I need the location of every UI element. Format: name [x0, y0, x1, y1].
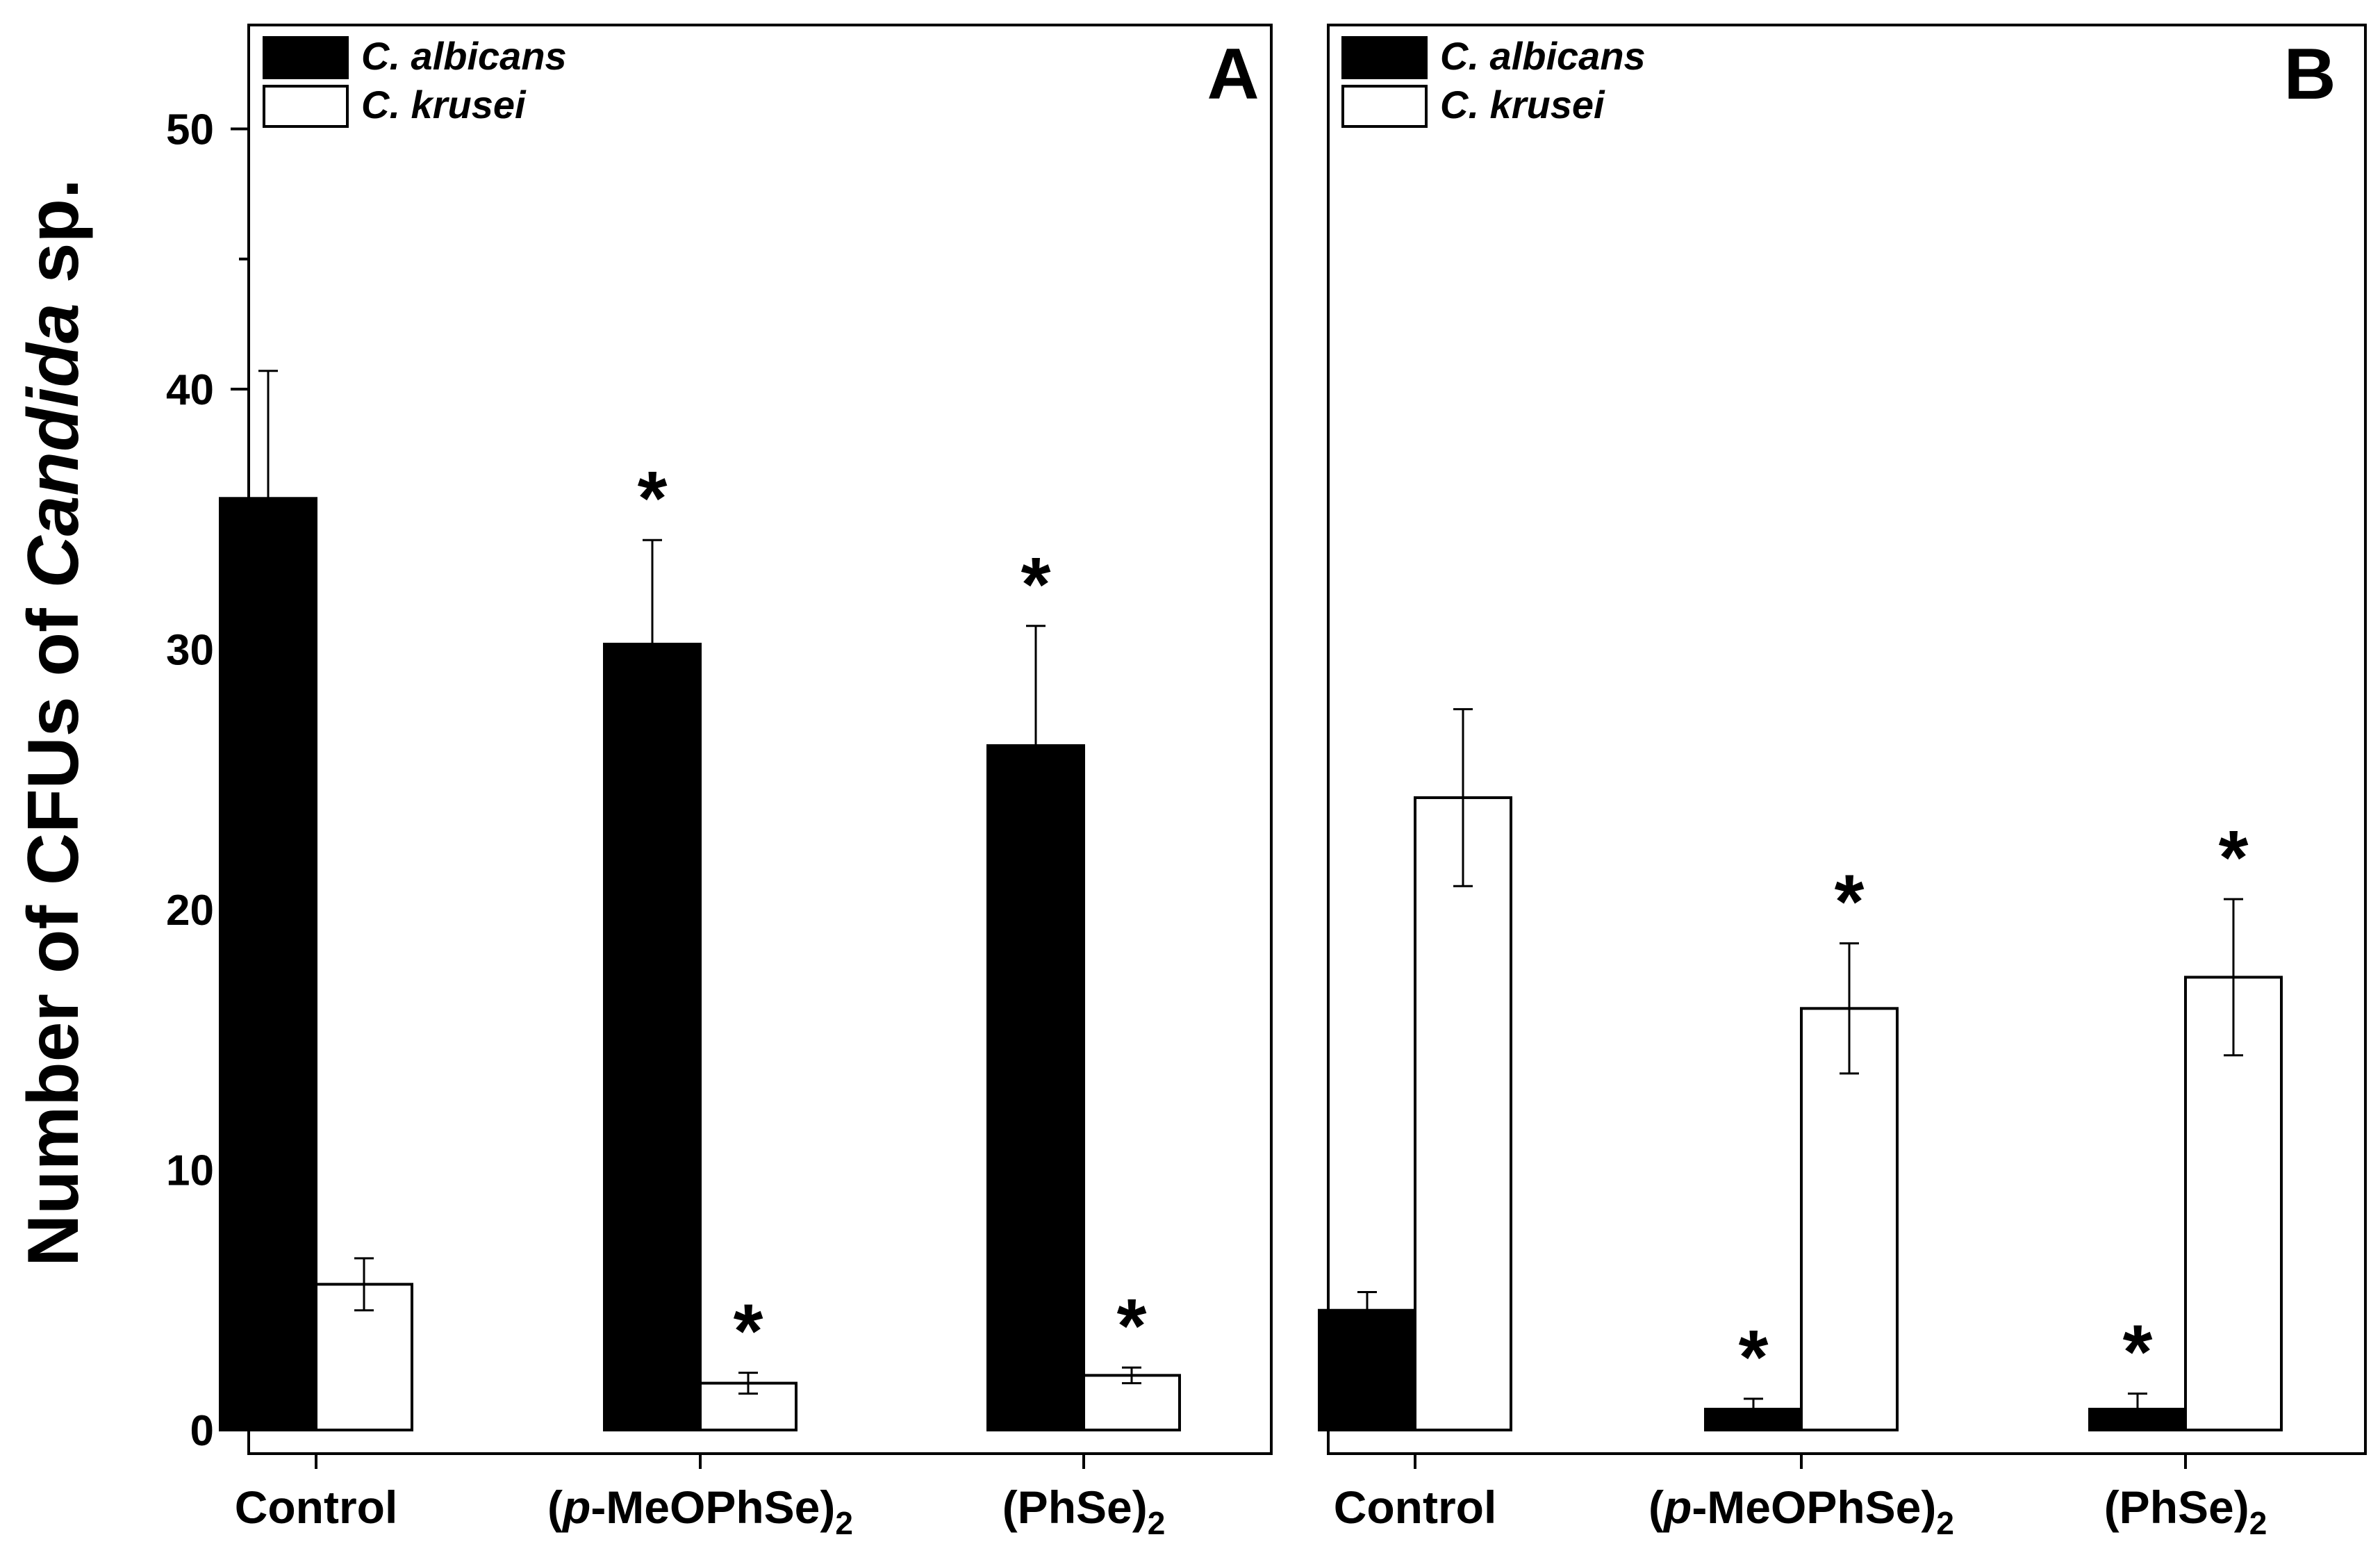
legend-swatch-0: [263, 36, 349, 79]
panel-b: * * * * Control (p-MeOPhSe)2 (PhSe)2 B C. albica…: [1318, 24, 2367, 1541]
bar-ckrusei-1: [699, 1381, 798, 1431]
panel-label: A: [1207, 34, 1259, 115]
legend-label-0: C. albicans: [361, 34, 567, 78]
y-tick-label: 20: [166, 887, 214, 935]
legend: C. albicans C. krusei: [1341, 34, 1646, 128]
y-tick-label: 10: [166, 1147, 214, 1195]
legend-label-0: C. albicans: [1440, 34, 1646, 78]
y-tick-label: 40: [166, 366, 214, 414]
legend-swatch-1: [1341, 85, 1428, 128]
x-tick-label-1: (p-MeOPhSe)2: [547, 1481, 853, 1541]
bar-calbicans-1: [603, 643, 702, 1431]
significance-star: *: [734, 1289, 763, 1374]
x-tick-label-1: (p-MeOPhSe)2: [1648, 1481, 1954, 1541]
legend: C. albicans C. krusei: [263, 34, 567, 128]
significance-star: *: [1117, 1283, 1147, 1369]
significance-star: *: [1739, 1315, 1769, 1400]
y-axis-title: Number of CFUs of Candida sp.: [13, 179, 94, 1267]
plot-frame: [1327, 24, 2367, 1455]
bar-ckrusei-1: [1800, 1007, 1899, 1432]
plot-frame: [247, 24, 1273, 1455]
bar-calbicans-0: [219, 497, 317, 1431]
x-tick-label-0: Control: [235, 1481, 398, 1533]
x-tick-label-2: (PhSe)2: [2104, 1481, 2267, 1541]
x-tick-label-2: (PhSe)2: [1002, 1481, 1166, 1541]
significance-star: *: [1835, 860, 1865, 945]
panel-label: B: [2283, 34, 2336, 115]
bar-ckrusei-0: [1414, 796, 1512, 1431]
y-tick-label: 50: [166, 106, 214, 154]
y-tick-label: 30: [166, 627, 214, 675]
significance-star: *: [2123, 1310, 2153, 1395]
significance-star: *: [638, 456, 668, 541]
panel-a: 0 10 20 30 40 50 * * * * Control (p-MeOPhSe)2 (PhSe)…: [13, 24, 1273, 1541]
legend-swatch-1: [263, 85, 349, 128]
legend-swatch-0: [1341, 36, 1428, 79]
legend-label-1: C. krusei: [361, 83, 527, 126]
significance-star: *: [1021, 542, 1051, 627]
legend-label-1: C. krusei: [1440, 83, 1605, 126]
x-tick-label-0: Control: [1334, 1481, 1497, 1533]
significance-star: *: [2219, 815, 2249, 901]
y-tick-label: 0: [190, 1407, 214, 1455]
